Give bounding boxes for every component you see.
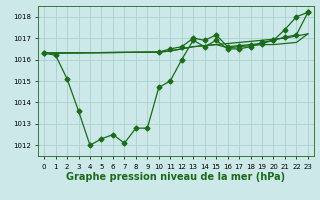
X-axis label: Graphe pression niveau de la mer (hPa): Graphe pression niveau de la mer (hPa) xyxy=(67,172,285,182)
